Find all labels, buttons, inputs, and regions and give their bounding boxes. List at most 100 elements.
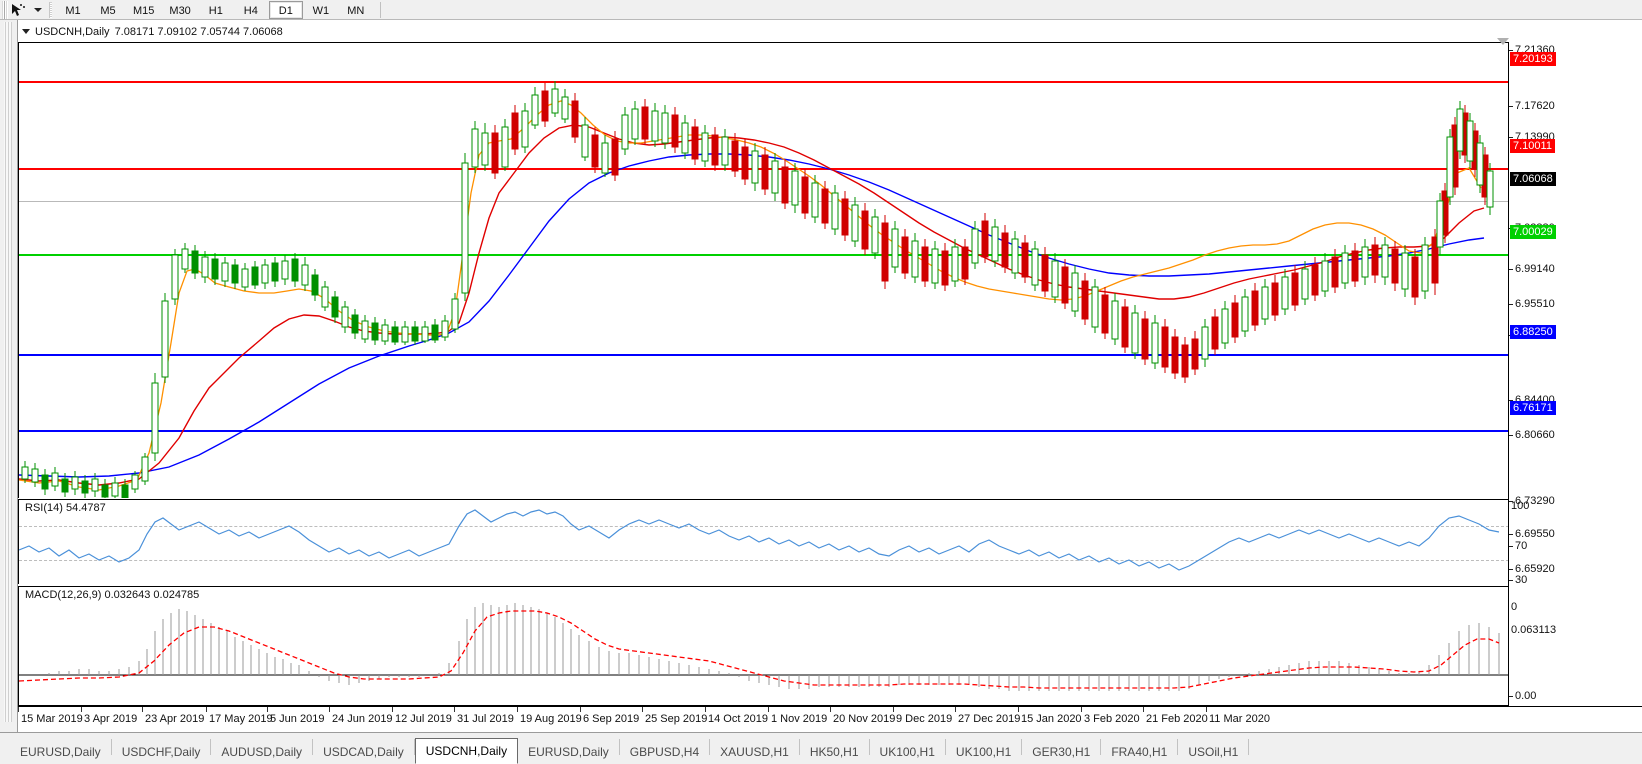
tab-usdcad-daily[interactable]: USDCAD,Daily xyxy=(323,745,404,759)
tab-ger30-h1[interactable]: GER30,H1 xyxy=(1032,745,1091,759)
date-tick-11: 14 Oct 2019 xyxy=(708,713,768,725)
top-toolbar: M1 M5 M15 M30 H1 H4 D1 W1 MN xyxy=(0,0,1642,20)
date-tick-9: 6 Sep 2019 xyxy=(583,713,640,725)
tab-uk100-h1-1[interactable]: UK100,H1 xyxy=(879,745,935,759)
ma-mid-red xyxy=(19,124,1485,486)
rsi-tick-30: 30 xyxy=(1509,574,1527,586)
tick-label: 6.95510 xyxy=(1515,298,1555,310)
level-tag-700029[interactable]: 7.00029 xyxy=(1510,225,1556,239)
toolbar-separator xyxy=(49,1,52,18)
date-tick-15: 27 Dec 2019 xyxy=(958,713,1021,725)
resistance-line-720193[interactable] xyxy=(19,81,1508,83)
date-tick-1: 3 Apr 2019 xyxy=(84,713,138,725)
tab-divider xyxy=(1177,738,1179,755)
tab-divider xyxy=(944,738,946,755)
macd-tick-max: 0.063113 xyxy=(1511,624,1556,636)
price-tick-680660: 6.80660 xyxy=(1509,429,1555,441)
crosshair-cursor-icon[interactable] xyxy=(9,1,31,19)
tab-divider xyxy=(210,738,212,755)
price-tick-673290: 6.73290 xyxy=(1509,495,1555,507)
tab-usdchf-daily[interactable]: USDCHF,Daily xyxy=(121,745,201,759)
rsi-pane-label: RSI(14) 54.4787 xyxy=(23,502,108,514)
toolbar-drag-handle[interactable] xyxy=(2,0,8,19)
tab-divider xyxy=(1248,738,1250,755)
tab-eurusd-daily-2[interactable]: EURUSD,Daily xyxy=(528,745,609,759)
rsi-tick-100: 100 xyxy=(1511,500,1529,512)
tab-divider xyxy=(312,738,314,755)
scroll-grip[interactable] xyxy=(4,22,12,722)
date-tick-3: 17 May 2019 xyxy=(209,713,273,725)
support-line-676171[interactable] xyxy=(19,430,1508,432)
tab-xauusd-h1[interactable]: XAUUSD,H1 xyxy=(720,745,789,759)
tab-gbpusd-h4[interactable]: GBPUSD,H4 xyxy=(629,745,700,759)
timeframe-h4[interactable]: H4 xyxy=(243,4,258,17)
tab-divider xyxy=(709,738,711,755)
tab-uk100-h1-2[interactable]: UK100,H1 xyxy=(955,745,1012,759)
level-tag-676171[interactable]: 6.76171 xyxy=(1510,401,1556,415)
price-scale-axis[interactable]: 7.21360 7.17620 7.13990 7.02880 6.99140 … xyxy=(1508,42,1642,728)
tick-label: 6.65920 xyxy=(1515,563,1555,575)
level-tag-720193[interactable]: 7.20193 xyxy=(1510,52,1556,66)
date-scale-axis[interactable]: 15 Mar 2019 3 Apr 2019 23 Apr 2019 17 Ma… xyxy=(18,706,1642,732)
tab-divider xyxy=(1100,738,1102,755)
level-tag-710011[interactable]: 7.10011 xyxy=(1510,139,1555,153)
timeframe-m1[interactable]: M1 xyxy=(65,4,81,17)
tick-label: 6.73290 xyxy=(1515,495,1555,507)
tab-usoil-h1[interactable]: USOil,H1 xyxy=(1188,745,1239,759)
chart-ohlc-values: 7.08171 7.09102 7.05744 7.06068 xyxy=(114,25,283,38)
timeframe-m30[interactable]: M30 xyxy=(169,4,191,17)
current-price-line xyxy=(19,201,1508,202)
tab-usdcnh-daily[interactable]: USDCNH,Daily xyxy=(414,738,519,764)
date-tick-10: 25 Sep 2019 xyxy=(645,713,708,725)
left-scroll-strip[interactable] xyxy=(0,20,18,732)
rsi-line-series xyxy=(19,509,1500,571)
chart-tab-bar: EURUSD,Daily USDCHF,Daily AUDUSD,Daily U… xyxy=(0,732,1642,764)
date-tick-6: 12 Jul 2019 xyxy=(395,713,452,725)
date-tick-5: 24 Jun 2019 xyxy=(332,713,393,725)
timeframe-m5[interactable]: M5 xyxy=(100,4,116,17)
price-tick-717620: 7.17620 xyxy=(1509,100,1555,112)
date-tick-19: 11 Mar 2020 xyxy=(1209,713,1270,725)
rsi-tick-0: 0 xyxy=(1511,601,1517,613)
tab-divider xyxy=(110,738,112,755)
timeframe-button-group: M1 M5 M15 M30 H1 H4 D1 W1 MN xyxy=(56,0,374,20)
timeframe-mn[interactable]: MN xyxy=(347,4,365,17)
date-tick-4: 5 Jun 2019 xyxy=(270,713,325,725)
chart-symbol-header: USDCNH,Daily 7.08171 7.09102 7.05744 7.0… xyxy=(22,25,287,38)
date-tick-16: 15 Jan 2020 xyxy=(1021,713,1082,725)
tab-divider xyxy=(868,738,870,755)
triangle-down-icon[interactable] xyxy=(22,29,30,34)
tick-label: 0.00 xyxy=(1515,690,1537,702)
date-tick-7: 31 Jul 2019 xyxy=(457,713,514,725)
level-tag-688250[interactable]: 6.88250 xyxy=(1510,325,1556,339)
price-tick-669550: 6.69550 xyxy=(1509,528,1555,540)
date-tick-8: 19 Aug 2019 xyxy=(520,713,582,725)
price-chart-pane[interactable] xyxy=(18,42,1508,498)
macd-series xyxy=(19,603,1508,691)
date-tick-14: 9 Dec 2019 xyxy=(896,713,953,725)
current-price-tag: 7.06068 xyxy=(1510,172,1556,186)
tick-label: 6.99140 xyxy=(1515,263,1555,275)
timeframe-d1[interactable]: D1 xyxy=(268,0,303,19)
tab-hk50-h1[interactable]: HK50,H1 xyxy=(809,745,859,759)
candles-layer xyxy=(21,81,1494,498)
timeframe-m15[interactable]: M15 xyxy=(133,4,155,17)
macd-tick-zero: 0.00 xyxy=(1509,690,1536,702)
ma-fast-orange xyxy=(19,100,1482,491)
rsi-level-70 xyxy=(19,526,1508,527)
timeframe-w1[interactable]: W1 xyxy=(312,4,330,17)
date-tick-18: 21 Feb 2020 xyxy=(1146,713,1208,725)
pivot-line-700029[interactable] xyxy=(19,254,1508,256)
tab-divider xyxy=(798,738,800,755)
tab-eurusd-daily-1[interactable]: EURUSD,Daily xyxy=(20,745,101,759)
tick-label: 30 xyxy=(1515,574,1528,586)
toolbar-separator-2 xyxy=(379,1,381,18)
timeframe-h1[interactable]: H1 xyxy=(208,4,223,17)
macd-indicator-pane[interactable]: MACD(12,26,9) 0.032643 0.024785 xyxy=(18,586,1508,706)
tab-fra40-h1[interactable]: FRA40,H1 xyxy=(1111,745,1168,759)
support-line-688250[interactable] xyxy=(19,354,1508,356)
tick-label: 7.17620 xyxy=(1515,100,1555,112)
rsi-indicator-pane[interactable]: RSI(14) 54.4787 xyxy=(18,499,1508,584)
cursor-dropdown-icon[interactable] xyxy=(31,1,45,19)
tab-audusd-daily[interactable]: AUDUSD,Daily xyxy=(221,745,303,759)
